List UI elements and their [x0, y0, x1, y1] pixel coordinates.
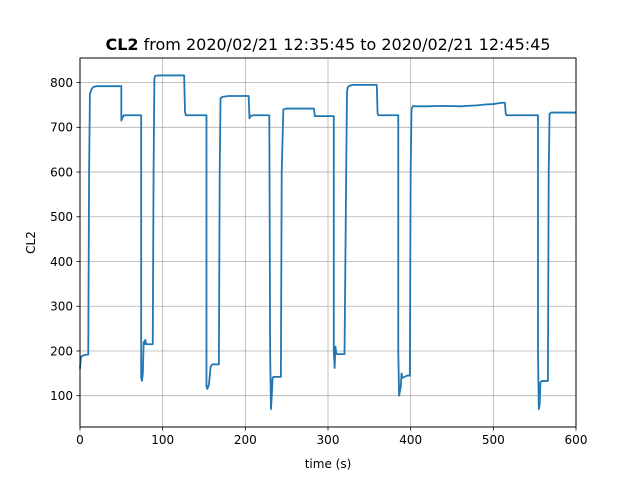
y-axis-ticks: 100 200 300 400 500 600 700 800 [50, 76, 80, 403]
chart-title-rest: from 2020/02/21 12:35:45 to 2020/02/21 1… [139, 35, 551, 54]
series-line-0 [79, 74, 576, 411]
chart-title-bold: CL2 [105, 35, 138, 54]
x-tick-label: 0 [76, 433, 84, 447]
x-tick-label: 300 [317, 433, 340, 447]
y-axis-label: CL2 [24, 231, 38, 254]
plot-area [79, 74, 576, 411]
x-axis-ticks: 0 100 200 300 400 500 600 [76, 427, 587, 447]
y-tick-label: 300 [50, 300, 73, 314]
y-tick-label: 500 [50, 210, 73, 224]
x-axis-label: time (s) [305, 457, 352, 471]
y-tick-label: 400 [50, 255, 73, 269]
y-tick-label: 700 [50, 121, 73, 135]
y-tick-label: 600 [50, 165, 73, 179]
y-tick-label: 200 [50, 344, 73, 358]
x-tick-label: 400 [399, 433, 422, 447]
x-tick-label: 500 [482, 433, 505, 447]
y-tick-label: 100 [50, 389, 73, 403]
y-tick-label: 800 [50, 76, 73, 90]
x-tick-label: 100 [151, 433, 174, 447]
x-tick-label: 200 [234, 433, 257, 447]
x-tick-label: 600 [565, 433, 588, 447]
chart-title: CL2 from 2020/02/21 12:35:45 to 2020/02/… [105, 35, 550, 54]
